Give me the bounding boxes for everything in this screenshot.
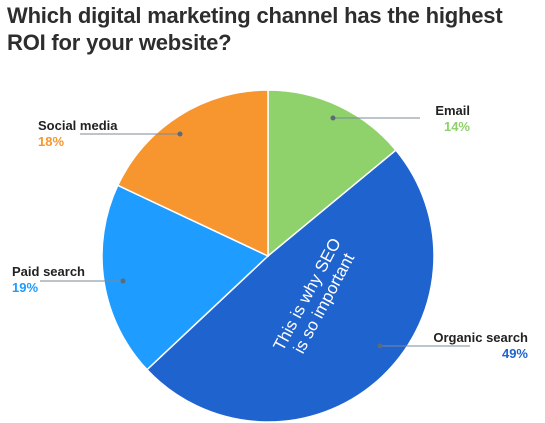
chart-title: Which digital marketing channel has the … — [7, 3, 503, 55]
pie-slice-email — [267, 89, 397, 258]
slice-label-paid-search: Paid search — [12, 264, 85, 279]
slice-label-email: Email — [435, 103, 470, 118]
leader-dot-email — [330, 115, 336, 121]
leader-dot-social-media — [177, 131, 183, 137]
pie-slice-social-media — [116, 89, 269, 258]
slice-value-email: 14% — [444, 119, 470, 134]
slice-value-social-media: 18% — [38, 134, 64, 149]
leader-dot-paid-search — [120, 278, 126, 284]
pie-slice-organic-search — [145, 149, 435, 423]
slice-value-organic-search: 49% — [502, 346, 528, 361]
slice-label-social-media: Social media — [38, 118, 118, 133]
leader-dot-organic-search — [377, 343, 383, 349]
slice-value-paid-search: 19% — [12, 280, 38, 295]
pie-slice-paid-search — [101, 184, 270, 371]
slice-label-organic-search: Organic search — [433, 330, 528, 345]
